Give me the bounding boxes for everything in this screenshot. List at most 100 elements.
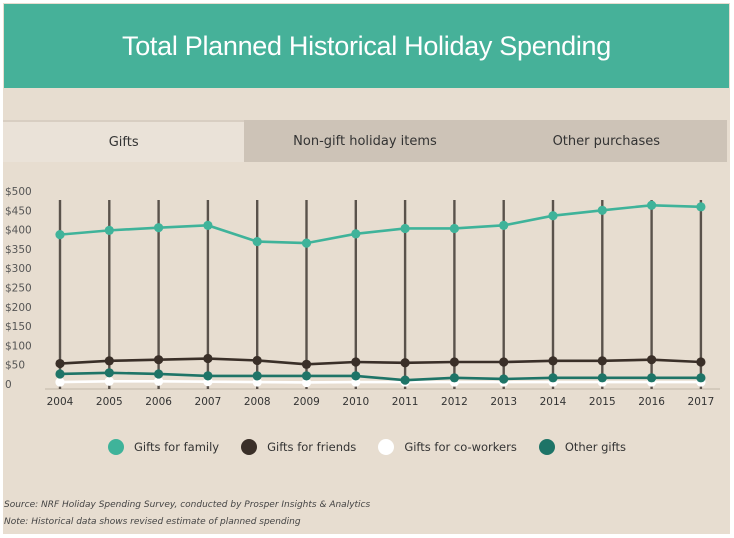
legend-swatch-friends xyxy=(241,439,258,455)
source-note: Source: NRF Holiday Spending Survey, con… xyxy=(4,500,371,510)
series-gifts-for-friends xyxy=(55,353,706,369)
data-point-gifts-for-family xyxy=(154,223,164,233)
y-tick-label: $350 xyxy=(5,244,32,256)
data-point-gifts-for-family xyxy=(647,200,657,210)
tab-gifts-label: Gifts xyxy=(108,134,139,150)
data-point-other-gifts xyxy=(351,371,361,381)
data-point-gifts-for-friends xyxy=(499,357,509,367)
data-point-gifts-for-family xyxy=(548,211,558,221)
legend-label-other: Other gifts xyxy=(564,440,626,454)
x-tick-label: 2013 xyxy=(490,396,517,408)
y-tick-label: $50 xyxy=(5,360,25,372)
tab-non-gift-label: Non-gift holiday items xyxy=(293,133,437,149)
data-point-other-gifts xyxy=(55,369,65,379)
legend-swatch-coworkers xyxy=(378,439,395,455)
data-point-gifts-for-friends xyxy=(203,353,213,364)
data-point-gifts-for-family xyxy=(301,238,312,248)
x-tick-label: 2005 xyxy=(96,396,123,408)
data-point-other-gifts xyxy=(499,374,509,384)
chart-title: Total Planned Historical Holiday Spendin… xyxy=(122,30,611,61)
data-point-gifts-for-friends xyxy=(301,359,312,369)
series-line-gifts-for-friends xyxy=(59,357,701,366)
data-point-gifts-for-family xyxy=(499,220,509,230)
x-tick-label: 2008 xyxy=(244,396,271,408)
x-tick-label: 2009 xyxy=(293,396,320,408)
data-point-gifts-for-family xyxy=(55,230,65,240)
legend-item-coworkers[interactable]: Gifts for co-workers xyxy=(378,437,517,457)
x-tick-label: 2012 xyxy=(441,396,468,408)
data-point-gifts-for-co-workers xyxy=(104,376,114,386)
methodology-note: Note: Historical data shows revised esti… xyxy=(4,517,301,527)
series-line-gifts-for-family xyxy=(59,203,701,245)
data-point-other-gifts xyxy=(647,373,657,383)
legend-swatch-family xyxy=(108,439,125,455)
tab-bar: Gifts Non-gift holiday items Other purch… xyxy=(3,120,727,162)
data-point-gifts-for-friends xyxy=(548,356,558,366)
data-point-gifts-for-co-workers xyxy=(154,376,164,386)
data-point-gifts-for-friends xyxy=(597,356,607,366)
data-point-gifts-for-friends xyxy=(252,355,262,366)
y-tick-label: $450 xyxy=(5,205,32,217)
legend-label-family: Gifts for family xyxy=(134,440,220,454)
data-point-gifts-for-friends xyxy=(449,357,459,367)
y-tick-label: $400 xyxy=(5,225,32,237)
x-tick-label: 2006 xyxy=(145,396,172,408)
legend-item-family[interactable]: Gifts for family xyxy=(108,437,219,457)
tab-non-gift-holiday-items[interactable]: Non-gift holiday items xyxy=(244,120,485,162)
y-tick-label: $500 xyxy=(5,186,32,198)
footnotes: Source: NRF Holiday Spending Survey, con… xyxy=(4,497,370,531)
x-tick-label: 2010 xyxy=(342,396,369,408)
data-point-other-gifts xyxy=(203,371,213,381)
series-other-gifts xyxy=(55,368,706,385)
data-point-other-gifts xyxy=(449,373,459,383)
y-tick-label: $200 xyxy=(5,302,32,314)
y-tick-label: $100 xyxy=(5,340,32,352)
data-point-gifts-for-friends xyxy=(647,355,657,365)
legend-label-friends: Gifts for friends xyxy=(267,440,357,454)
data-point-gifts-for-family xyxy=(104,225,114,235)
y-tick-label: $150 xyxy=(5,321,32,333)
series-line-gifts-for-co-workers xyxy=(59,379,701,384)
data-point-other-gifts xyxy=(548,373,558,383)
chart-card: Total Planned Historical Holiday Spendin… xyxy=(3,3,730,534)
tab-gifts[interactable]: Gifts xyxy=(3,120,245,162)
data-point-gifts-for-family xyxy=(252,236,262,247)
data-point-other-gifts xyxy=(400,375,410,385)
legend-item-other[interactable]: Other gifts xyxy=(538,437,626,457)
data-point-other-gifts xyxy=(252,371,262,381)
y-tick-label: $300 xyxy=(5,263,32,275)
x-tick-label: 2007 xyxy=(195,396,222,408)
data-point-gifts-for-family xyxy=(597,205,607,215)
data-point-other-gifts xyxy=(696,373,706,383)
x-tick-label: 2011 xyxy=(392,396,419,408)
tab-other-purchases-label: Other purchases xyxy=(552,133,661,149)
legend-item-friends[interactable]: Gifts for friends xyxy=(241,437,356,457)
series-gifts-for-family xyxy=(55,200,706,248)
data-point-gifts-for-co-workers xyxy=(55,377,65,387)
data-point-gifts-for-family xyxy=(351,229,361,239)
data-point-gifts-for-co-workers xyxy=(301,377,312,388)
data-point-gifts-for-family xyxy=(449,223,459,234)
x-tick-label: 2017 xyxy=(688,396,715,408)
x-tick-label: 2014 xyxy=(540,396,567,408)
series-line-other-gifts xyxy=(59,371,701,382)
title-banner: Total Planned Historical Holiday Spendin… xyxy=(4,4,729,88)
x-tick-label: 2004 xyxy=(47,396,74,408)
data-point-other-gifts xyxy=(154,369,164,379)
data-point-gifts-for-family xyxy=(400,223,410,234)
data-point-gifts-for-friends xyxy=(400,358,410,368)
data-point-gifts-for-friends xyxy=(696,357,706,367)
data-point-other-gifts xyxy=(104,368,114,378)
data-point-other-gifts xyxy=(597,373,607,383)
data-point-gifts-for-friends xyxy=(154,355,164,365)
x-tick-label: 2015 xyxy=(589,396,616,408)
x-tick-label: 2016 xyxy=(638,396,665,408)
legend-swatch-other xyxy=(538,439,555,455)
data-point-gifts-for-friends xyxy=(104,356,114,366)
data-point-other-gifts xyxy=(301,371,312,381)
y-tick-label: 0 xyxy=(5,379,12,391)
data-point-gifts-for-friends xyxy=(351,357,361,367)
tab-other-purchases[interactable]: Other purchases xyxy=(486,120,727,162)
data-point-gifts-for-friends xyxy=(55,358,65,369)
